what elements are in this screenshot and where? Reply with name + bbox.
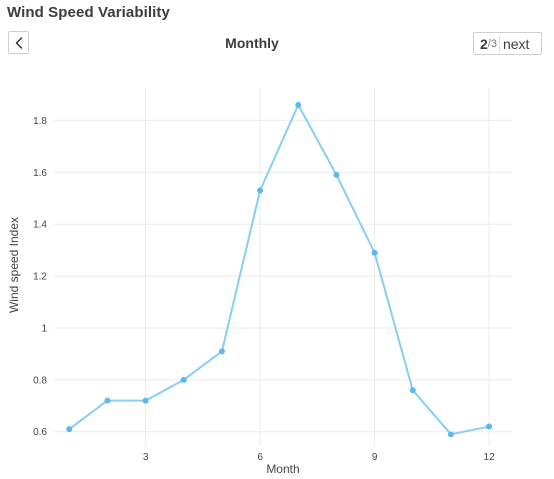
data-point[interactable]: [218, 348, 225, 355]
y-tick-label: 0.6: [33, 427, 47, 438]
y-tick-label: 1.6: [33, 168, 47, 179]
data-point[interactable]: [447, 431, 454, 438]
data-point[interactable]: [409, 387, 416, 394]
data-point[interactable]: [66, 426, 73, 433]
y-tick-label: 1.8: [33, 116, 47, 127]
chevron-left-icon: [15, 36, 23, 49]
pager-divider: [498, 36, 500, 51]
x-tick-labels: 3 6 9 12: [143, 452, 495, 463]
data-point[interactable]: [104, 397, 111, 404]
data-point[interactable]: [180, 376, 187, 383]
series-line: [68, 103, 490, 436]
x-tick-label: 6: [257, 452, 263, 463]
data-point[interactable]: [142, 397, 149, 404]
y-tick-label: 1: [41, 323, 47, 334]
y-tick-label: 1.4: [33, 220, 47, 231]
y-tick-label: 0.8: [33, 375, 47, 386]
series: [66, 101, 493, 438]
data-point[interactable]: [333, 171, 340, 178]
data-point[interactable]: [486, 423, 493, 430]
x-tick-label: 9: [372, 452, 378, 463]
y-tick-label: 1.2: [33, 272, 47, 283]
view-title: Monthly: [225, 35, 279, 51]
y-axis-label: Wind speed Index: [7, 217, 21, 313]
data-point[interactable]: [295, 101, 302, 108]
back-button[interactable]: [8, 31, 29, 54]
pager-total: 3: [490, 37, 497, 50]
data-point[interactable]: [371, 249, 378, 256]
pager-next-button[interactable]: 2 / 3 next: [473, 32, 542, 55]
data-point[interactable]: [257, 187, 264, 194]
pager-next-label: next: [502, 35, 530, 52]
x-axis-label: Month: [266, 462, 299, 476]
x-tick-label: 12: [484, 452, 496, 463]
pager-current: 2: [480, 35, 488, 52]
x-tick-label: 3: [143, 452, 149, 463]
grid-lines: [54, 88, 512, 446]
y-tick-labels: 0.6 0.8 1 1.2 1.4 1.6 1.8: [33, 116, 47, 438]
pager-separator: /: [487, 37, 491, 50]
panel-title: Wind Speed Variability: [7, 4, 170, 21]
